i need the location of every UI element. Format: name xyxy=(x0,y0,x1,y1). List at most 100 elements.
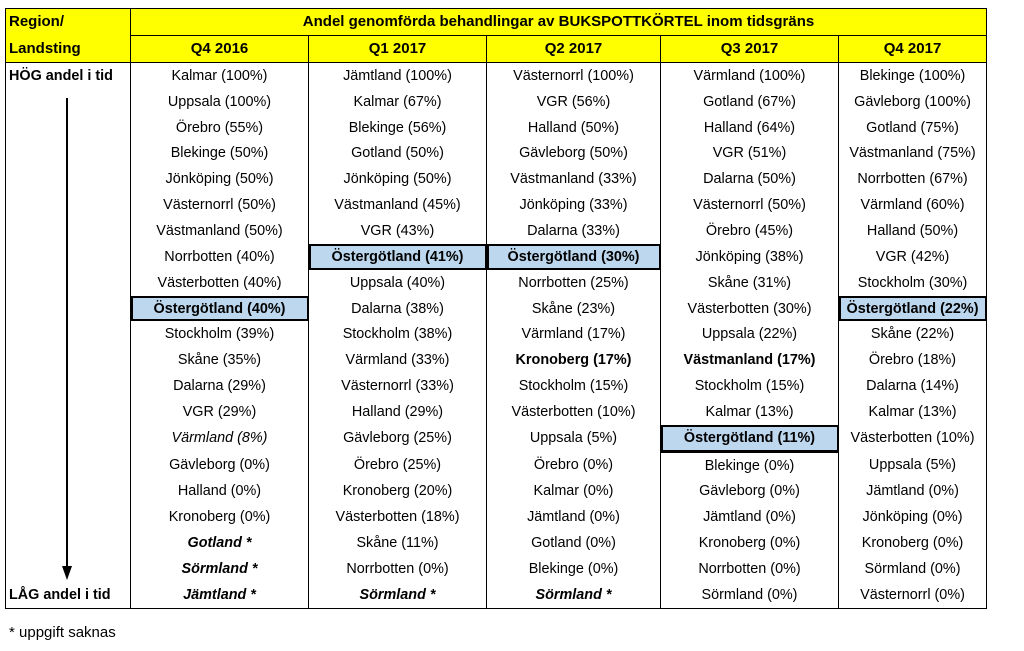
table-row: LÅG andel i tid Jämtland * Sörmland * Sörml… xyxy=(5,581,988,609)
ranking-cell: Värmland (100%) xyxy=(660,62,839,89)
ranking-cell: Västerbotten (40%) xyxy=(130,269,309,296)
table-row: Blekinge (50%) Gotland (50%) Gävleborg (50… xyxy=(5,140,988,167)
table-row: Dalarna (29%) Västernorrl (33%) Stockholm … xyxy=(5,373,988,399)
ranking-cell: Västernorrl (100%) xyxy=(486,62,661,89)
ranking-cell: Jämtland (0%) xyxy=(837,478,988,505)
table-row: HÖG andel i tid Kalmar (100%) Jämtland (10… xyxy=(5,62,988,89)
ranking-cell: Östergötland (41%) xyxy=(308,243,487,270)
ranking-cell: Kronoberg (0%) xyxy=(837,530,988,557)
ranking-cell: Västerbotten (10%) xyxy=(486,398,661,425)
ranking-cell: Norrbotten (67%) xyxy=(837,166,988,193)
ranking-cell: Halland (0%) xyxy=(130,478,309,505)
header-row-title: Region/ Andel genomförda behandlingar av… xyxy=(5,8,988,36)
ranking-cell: Kalmar (0%) xyxy=(486,478,661,505)
quarter-header: Q1 2017 xyxy=(308,35,487,63)
ranking-cell: Västernorrl (33%) xyxy=(308,373,487,399)
ranking-cell: VGR (56%) xyxy=(486,88,661,115)
ranking-cell: Gävleborg (0%) xyxy=(660,478,839,505)
ranking-cell: Gotland (67%) xyxy=(660,88,839,115)
ranking-cell: Gävleborg (50%) xyxy=(486,140,661,167)
ranking-cell: Västmanland (17%) xyxy=(660,347,839,374)
ranking-cell: Sörmland (0%) xyxy=(660,581,839,609)
ranking-cell: Jämtland (100%) xyxy=(308,62,487,89)
landsting-label: Landsting xyxy=(5,35,131,63)
ranking-cell: Jönköping (38%) xyxy=(660,243,839,270)
down-arrow-icon xyxy=(62,98,72,580)
ranking-cell: Blekinge (100%) xyxy=(837,62,988,89)
ranking-cell: Örebro (25%) xyxy=(308,451,487,479)
table-row: Sörmland * Norrbotten (0%) Blekinge (0%) No… xyxy=(5,556,988,582)
table-row: Norrbotten (40%) Östergötland (41%) Österg… xyxy=(5,243,988,270)
table-row: Kronoberg (0%) Västerbotten (18%) Jämtland… xyxy=(5,504,988,531)
ranking-cell: Skåne (35%) xyxy=(130,347,309,374)
ranking-cell: Sörmland (0%) xyxy=(837,556,988,582)
ranking-cell: Kalmar (67%) xyxy=(308,88,487,115)
ranking-cell: Jönköping (50%) xyxy=(130,166,309,193)
table-row: Stockholm (39%) Stockholm (38%) Värmland (… xyxy=(5,321,988,348)
ranking-cell: Gotland (50%) xyxy=(308,140,487,167)
quarter-header: Q4 2017 xyxy=(837,35,988,63)
ranking-cell: Sörmland * xyxy=(486,581,661,609)
ranking-table-body: Region/ Andel genomförda behandlingar av… xyxy=(5,8,988,609)
table-row: Uppsala (100%) Kalmar (67%) VGR (56%) Gotla… xyxy=(5,88,988,115)
table-row: Halland (0%) Kronoberg (20%) Kalmar (0%) Gä… xyxy=(5,478,988,505)
ranking-cell: Värmland (17%) xyxy=(486,321,661,348)
ranking-cell: Västmanland (45%) xyxy=(308,192,487,219)
table-row: Värmland (8%) Gävleborg (25%) Uppsala (5%)… xyxy=(5,424,988,453)
ranking-cell: Västerbotten (30%) xyxy=(660,295,839,322)
ranking-cell: Norrbotten (40%) xyxy=(130,243,309,270)
ranking-cell: Örebro (45%) xyxy=(660,218,839,244)
ranking-cell: Västerbotten (18%) xyxy=(308,504,487,531)
ranking-cell: Gotland * xyxy=(130,530,309,557)
table-row: Örebro (55%) Blekinge (56%) Halland (50%) H… xyxy=(5,114,988,141)
table-row: Gotland * Skåne (11%) Gotland (0%) Kronober… xyxy=(5,530,988,557)
quarter-header: Q2 2017 xyxy=(486,35,661,63)
ranking-cell: Blekinge (0%) xyxy=(660,451,839,479)
ranking-cell: VGR (51%) xyxy=(660,140,839,167)
ranking-cell: Norrbotten (25%) xyxy=(486,269,661,296)
ranking-cell: Västernorrl (0%) xyxy=(837,581,988,609)
ranking-cell: Skåne (23%) xyxy=(486,295,661,322)
ranking-cell: Stockholm (15%) xyxy=(486,373,661,399)
ranking-cell: Jönköping (0%) xyxy=(837,504,988,531)
ranking-cell: Kalmar (13%) xyxy=(837,398,988,425)
ranking-cell: Värmland (60%) xyxy=(837,192,988,219)
ranking-cell: Uppsala (22%) xyxy=(660,321,839,348)
ranking-cell: Gotland (0%) xyxy=(486,530,661,557)
ranking-cell: Jämtland (0%) xyxy=(660,504,839,531)
ranking-table: Region/ Andel genomförda behandlingar av… xyxy=(5,8,988,609)
ranking-cell: Stockholm (39%) xyxy=(130,321,309,348)
ranking-cell: Östergötland (40%) xyxy=(130,295,309,322)
ranking-cell: Norrbotten (0%) xyxy=(308,556,487,582)
table-row: VGR (29%) Halland (29%) Västerbotten (10%)… xyxy=(5,398,988,425)
table-title: Andel genomförda behandlingar av BUKSPOT… xyxy=(129,8,988,36)
table-row: Västernorrl (50%) Västmanland (45%) Jönköp… xyxy=(5,192,988,219)
ranking-cell: Dalarna (38%) xyxy=(308,295,487,322)
ranking-cell: Kronoberg (17%) xyxy=(486,347,661,374)
ranking-cell: VGR (43%) xyxy=(308,218,487,244)
table-row: Västmanland (50%) VGR (43%) Dalarna (33%) Ö… xyxy=(5,218,988,244)
ranking-cell: VGR (29%) xyxy=(130,398,309,425)
table-row: Jönköping (50%) Jönköping (50%) Västmanlan… xyxy=(5,166,988,193)
ranking-cell: Uppsala (5%) xyxy=(486,424,661,452)
ranking-cell: Halland (64%) xyxy=(660,114,839,141)
ranking-cell: Kronoberg (0%) xyxy=(660,530,839,557)
ranking-cell: Västernorrl (50%) xyxy=(130,192,309,219)
ranking-cell: Västerbotten (10%) xyxy=(837,424,988,452)
header-row-quarters: Landsting Q4 2016 Q1 2017 Q2 2017 Q3 201… xyxy=(5,35,988,63)
ranking-cell: Dalarna (50%) xyxy=(660,166,839,193)
ranking-cell: Stockholm (38%) xyxy=(308,321,487,348)
ranking-cell: Blekinge (50%) xyxy=(130,140,309,167)
ranking-cell: Jönköping (33%) xyxy=(486,192,661,219)
ranking-cell: Halland (50%) xyxy=(486,114,661,141)
low-share-label: LÅG andel i tid xyxy=(5,581,131,609)
ranking-cell: Kronoberg (20%) xyxy=(308,478,487,505)
ranking-cell: Kalmar (100%) xyxy=(130,62,309,89)
ranking-cell: Gävleborg (0%) xyxy=(130,451,309,479)
ranking-cell: Uppsala (5%) xyxy=(837,451,988,479)
ranking-cell: Västmanland (33%) xyxy=(486,166,661,193)
ranking-cell: Gotland (75%) xyxy=(837,114,988,141)
table-row: Skåne (35%) Värmland (33%) Kronoberg (17%)… xyxy=(5,347,988,374)
ranking-cell: Norrbotten (0%) xyxy=(660,556,839,582)
ranking-cell: Örebro (18%) xyxy=(837,347,988,374)
